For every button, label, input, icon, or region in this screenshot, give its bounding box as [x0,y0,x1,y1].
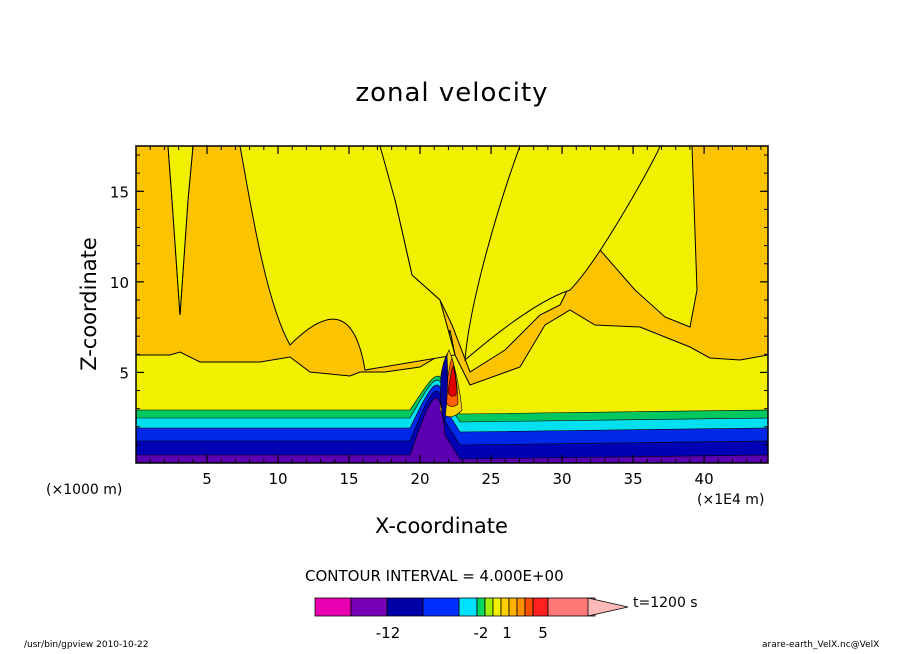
colorbar-label: -2 [474,624,489,642]
plot-fill [135,145,769,464]
x-tick-label: 5 [202,470,212,488]
x-tick-label: 25 [482,470,501,488]
colorbar-swatch [386,597,424,617]
x-axis-label: X-coordinate [375,514,508,538]
footer-left-text: /usr/bin/gpview 2010-10-22 [24,640,149,650]
contour-interval-label: CONTOUR INTERVAL = 4.000E+00 [305,567,564,585]
y-tick-label: 10 [110,274,129,292]
colorbar-swatch [532,597,549,617]
y-axis-label: Z-coordinate [77,237,101,371]
x-tick-label: 20 [410,470,429,488]
colorbar-label: -12 [376,624,401,642]
colorbar-label: 5 [538,624,548,642]
jet-negative [440,352,448,426]
colorbar-swatch [516,597,526,617]
colorbar-swatch [314,597,352,617]
x-unit-left: (×1000 m) [46,482,123,498]
x-tick-label: 40 [695,470,714,488]
plot-axes: 5 10 15 20 25 30 35 40 5 10 15 [110,145,769,488]
jet-core [447,365,457,397]
colorbar-swatch [458,597,478,617]
footer-right-text: arare-earth_VelX.nc@VelX [762,640,880,650]
colorbar-swatch [484,597,494,617]
colorbar: -12 -2 1 5 [314,597,629,642]
colorbar-swatch [508,597,518,617]
x-tick-label: 30 [553,470,572,488]
colorbar-swatch [492,597,502,617]
colorbar-swatch [524,597,534,617]
x-unit-right: (×1E4 m) [697,492,765,508]
tongue-right [464,145,661,362]
y-tick-label: 5 [119,364,129,382]
chart-title: zonal velocity [355,78,549,108]
layer-purple [135,397,769,464]
tongue-middle [239,145,456,371]
colorbar-swatch [422,597,460,617]
colorbar-swatch [350,597,388,617]
y-tick-label: 15 [110,183,129,201]
plot-frame [135,145,769,464]
colorbar-swatch [500,597,510,617]
time-label: t=1200 s [633,595,698,611]
x-tick-label: 10 [268,470,287,488]
colorbar-label: 1 [502,624,512,642]
layer-darkblue [135,390,769,464]
colorbar-swatch [476,597,486,617]
x-tick-label: 35 [624,470,643,488]
colorbar-arrow [587,597,629,617]
x-tick-label: 15 [339,470,358,488]
